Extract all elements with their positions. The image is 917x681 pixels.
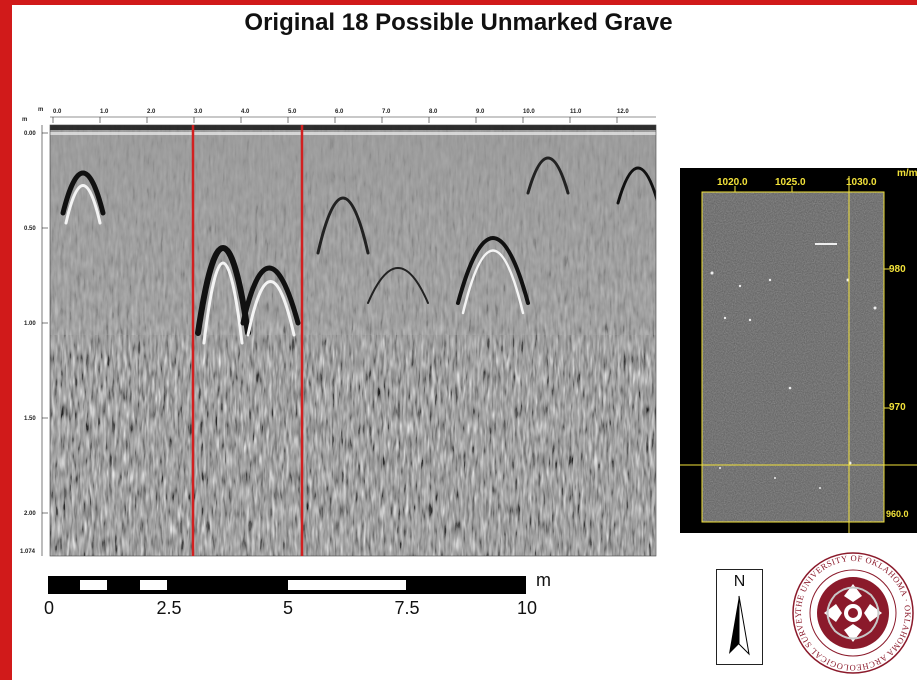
scale-label-0: 0 bbox=[43, 598, 55, 618]
scale-bar-graphic bbox=[48, 576, 526, 594]
scale-label-5: 5 bbox=[282, 598, 294, 618]
gpr-profile-svg: 0.0 1.0 2.0 3.0 4.0 5.0 6.0 7.0 8.0 9.0 10.0 11.0 12… bbox=[20, 107, 657, 557]
scale-label-7-5: 7.5 bbox=[394, 598, 420, 618]
slice-x-label-1025: 1025.0 bbox=[775, 177, 806, 188]
y-tick-label: 0.50 bbox=[24, 226, 36, 232]
red-frame-left bbox=[0, 0, 12, 680]
corner-label-x: m bbox=[38, 107, 43, 113]
north-arrow-icon bbox=[729, 595, 750, 656]
gpr-profile: 0.0 1.0 2.0 3.0 4.0 5.0 6.0 7.0 8.0 9.0 10.0 11.0 12… bbox=[18, 103, 658, 558]
y-tick-label: 1.00 bbox=[24, 321, 36, 327]
slice-y-label-980: 980 bbox=[889, 264, 906, 275]
depth-slice-svg bbox=[680, 176, 917, 533]
university-seal-logo: THE UNIVERSITY OF OKLAHOMA · OKLAHOMA AR… bbox=[790, 550, 916, 676]
page-title: Original 18 Possible Unmarked Grave bbox=[244, 9, 673, 36]
y-tick-label: 1.50 bbox=[24, 416, 36, 422]
depth-slice-map: 1020.0 1025.0 1030.0 m/m 980 970 960.0 bbox=[680, 168, 917, 533]
x-tick-label: 2.0 bbox=[147, 109, 156, 115]
north-arrow: N bbox=[716, 569, 763, 665]
x-tick-label: 12.0 bbox=[617, 109, 629, 115]
hyperbola-reflections bbox=[60, 156, 656, 345]
x-tick-label: 6.0 bbox=[335, 109, 344, 115]
y-tick-label: 0.00 bbox=[24, 131, 36, 137]
x-axis-ticks: 0.0 1.0 2.0 3.0 4.0 5.0 6.0 7.0 8.0 9.0 10.0 11.0 12… bbox=[52, 109, 629, 123]
profile-bottom-label: 1.074 bbox=[20, 549, 36, 555]
y-axis-ticks: 0.00 0.50 1.00 1.50 2.00 bbox=[24, 131, 48, 517]
x-tick-label: 4.0 bbox=[241, 109, 250, 115]
north-letter: N bbox=[733, 573, 746, 590]
x-tick-label: 10.0 bbox=[523, 109, 535, 115]
slice-y-label-970: 970 bbox=[889, 402, 906, 413]
scale-label-2-5: 2.5 bbox=[156, 598, 182, 618]
x-tick-label: 9.0 bbox=[476, 109, 485, 115]
x-tick-label: 7.0 bbox=[382, 109, 391, 115]
slice-x-label-1020: 1020.0 bbox=[717, 177, 748, 188]
slice-unit-label: m/m bbox=[897, 168, 917, 179]
x-tick-label: 0.0 bbox=[53, 109, 62, 115]
x-tick-label: 5.0 bbox=[288, 109, 297, 115]
x-tick-label: 8.0 bbox=[429, 109, 438, 115]
x-tick-label: 1.0 bbox=[100, 109, 109, 115]
scale-label-10: 10 bbox=[516, 598, 538, 618]
red-frame-top bbox=[0, 0, 917, 5]
slice-bottom-label: 960.0 bbox=[886, 509, 909, 519]
corner-label-y: m bbox=[22, 117, 27, 123]
scale-bar: m 0 2.5 5 7.5 10 bbox=[40, 570, 570, 632]
x-tick-label: 3.0 bbox=[194, 109, 203, 115]
slice-x-label-1030: 1030.0 bbox=[846, 177, 877, 188]
oklahoma-archeological-survey-seal: THE UNIVERSITY OF OKLAHOMA · OKLAHOMA AR… bbox=[792, 552, 914, 674]
x-tick-label: 11.0 bbox=[570, 109, 582, 115]
y-tick-label: 2.00 bbox=[24, 511, 36, 517]
scale-unit-label: m bbox=[536, 570, 551, 590]
